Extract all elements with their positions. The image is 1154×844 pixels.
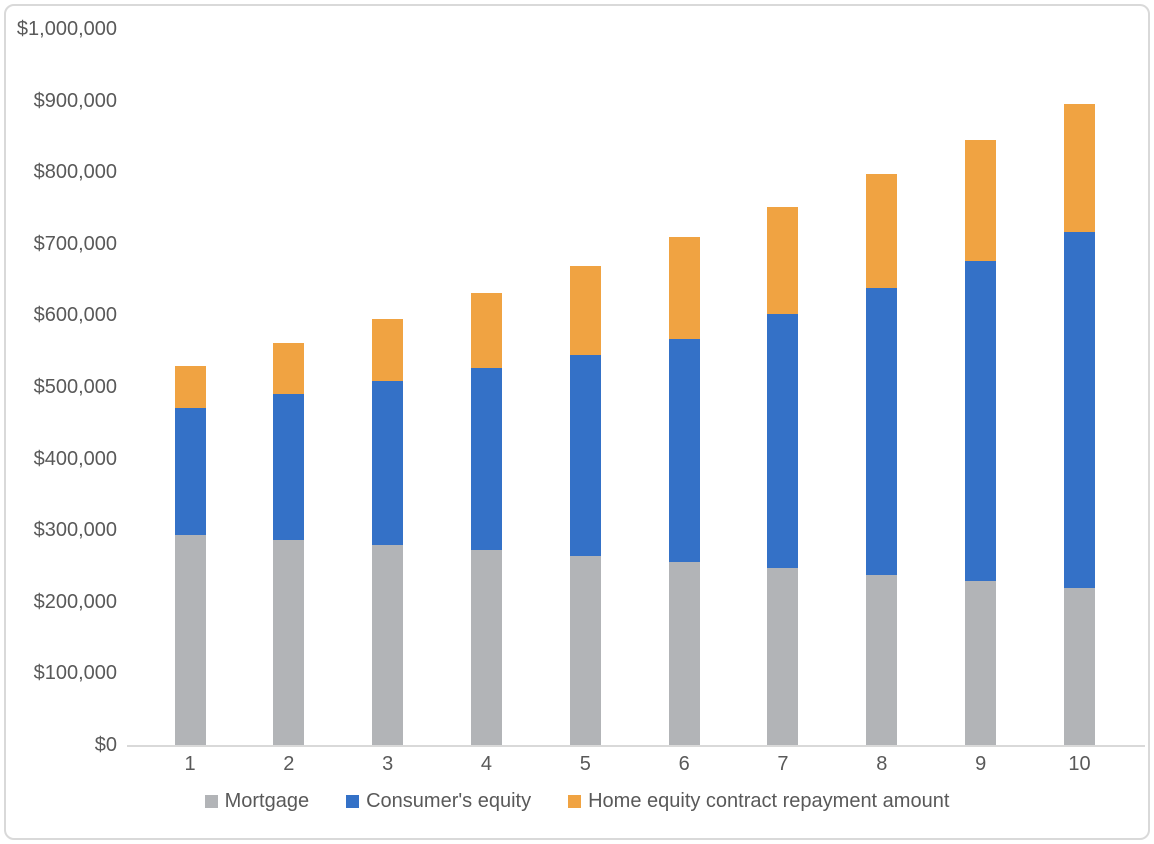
y-tick-label: $0 (94, 734, 117, 756)
bar-2-segment-consumer-s-equity (273, 394, 305, 541)
bar-3-segment-consumer-s-equity (372, 380, 404, 546)
legend-swatch-mortgage (204, 794, 218, 808)
y-tick-label: $400,000 (33, 447, 117, 470)
y-tick-label: $100,000 (33, 662, 117, 685)
bar-3-segment-home-equity-contract-repayment-amount (372, 318, 404, 381)
bar-1-segment-mortgage (174, 535, 206, 745)
legend-swatch-repayment (568, 794, 582, 808)
legend-item-mortgage: Mortgage (204, 789, 310, 813)
x-tick-label: 7 (777, 753, 789, 775)
y-tick-label: $700,000 (33, 232, 117, 255)
x-tick-label: 8 (876, 753, 888, 775)
bar-10-segment-home-equity-contract-repayment-amount (1063, 104, 1095, 233)
legend-item-consumers-equity: Consumer's equity (346, 790, 531, 813)
bar-7-segment-mortgage (767, 568, 799, 745)
bar-9-segment-consumer-s-equity (965, 260, 997, 582)
bar-2-segment-mortgage (273, 540, 305, 745)
x-tick-label: 2 (283, 753, 295, 775)
y-tick-label: $1,000,000 (16, 18, 117, 40)
bar-4-segment-consumer-s-equity (470, 367, 502, 551)
x-tick-label: 9 (975, 753, 987, 775)
bar-1-segment-consumer-s-equity (174, 408, 206, 536)
bar-2-segment-home-equity-contract-repayment-amount (273, 342, 305, 395)
bar-5-segment-home-equity-contract-repayment-amount (569, 265, 601, 355)
bar-1-segment-home-equity-contract-repayment-amount (174, 365, 206, 409)
y-tick-label: $500,000 (33, 376, 117, 398)
x-tick-label: 6 (678, 753, 690, 775)
legend: Mortgage Consumer's equity Home equity c… (0, 789, 1154, 813)
x-axis-line (127, 745, 1145, 747)
legend-label-repayment: Home equity contract repayment amount (588, 789, 950, 812)
bar-6-segment-mortgage (668, 561, 700, 745)
legend-swatch-consumers-equity (346, 794, 360, 808)
bar-8-segment-consumer-s-equity (866, 288, 898, 575)
x-tick-label: 3 (382, 753, 394, 775)
x-tick-label: 1 (184, 753, 196, 775)
bar-8-segment-home-equity-contract-repayment-amount (866, 174, 898, 289)
legend-item-repayment: Home equity contract repayment amount (568, 790, 949, 813)
bar-10-segment-consumer-s-equity (1063, 232, 1095, 589)
bar-5-segment-consumer-s-equity (569, 354, 601, 556)
x-tick-label: 10 (1068, 753, 1091, 775)
bar-9-segment-mortgage (965, 581, 997, 745)
bar-10-segment-mortgage (1063, 588, 1095, 745)
legend-label-consumers-equity: Consumer's equity (366, 789, 532, 812)
bar-7-segment-home-equity-contract-repayment-amount (767, 206, 799, 314)
bar-3-segment-mortgage (372, 545, 404, 745)
bar-7-segment-consumer-s-equity (767, 313, 799, 569)
bar-8-segment-mortgage (866, 574, 898, 745)
bar-6-segment-consumer-s-equity (668, 339, 700, 562)
legend-label-mortgage: Mortgage (224, 789, 310, 812)
y-tick-label: $600,000 (33, 304, 117, 327)
bar-4-segment-mortgage (470, 550, 502, 745)
y-tick-label: $200,000 (33, 590, 117, 613)
y-tick-label: $800,000 (33, 161, 117, 184)
bar-4-segment-home-equity-contract-repayment-amount (470, 293, 502, 368)
bar-6-segment-home-equity-contract-repayment-amount (668, 237, 700, 340)
y-tick-label: $900,000 (33, 89, 117, 112)
x-tick-label: 4 (480, 753, 493, 775)
bar-9-segment-home-equity-contract-repayment-amount (965, 139, 997, 261)
y-tick-label: $300,000 (33, 519, 117, 542)
bar-5-segment-mortgage (569, 555, 601, 745)
x-tick-label: 5 (579, 753, 591, 775)
